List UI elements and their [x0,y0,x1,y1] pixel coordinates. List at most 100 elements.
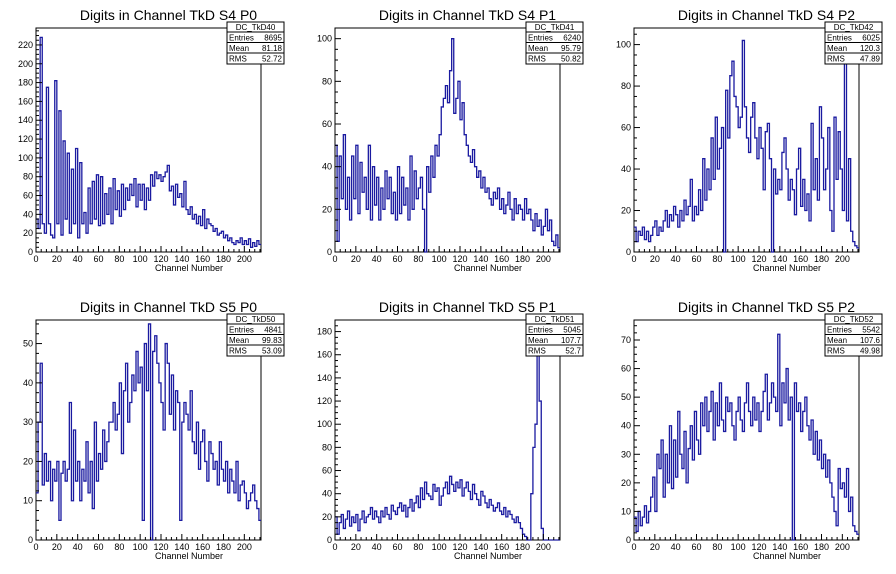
x-tick-label: 20 [351,542,361,552]
x-tick-label: 0 [631,542,636,552]
histogram-panel: Digits in Channel TkD S5 P20 20 40 60 80 100 1… [621,299,883,561]
stats-entries-label: Entries [528,326,553,335]
x-tick-label: 160 [494,542,509,552]
x-tick-label: 180 [216,254,231,264]
x-tick-label: 100 [731,254,746,264]
x-tick-label: 160 [195,254,210,264]
stats-mean-value: 107.6 [860,336,881,345]
y-tick-label: 0 [28,535,33,545]
x-tick-label: 120 [751,542,766,552]
stats-rms-label: RMS [528,55,546,64]
x-tick-label: 200 [835,542,850,552]
y-tick-label: 60 [23,191,33,201]
stats-entries-value: 5542 [862,326,880,335]
x-tick-label: 120 [452,542,467,552]
x-tick-label: 20 [52,542,62,552]
y-tick-label: 160 [317,350,332,360]
y-tick-label: 20 [621,478,631,488]
x-tick-label: 20 [650,254,660,264]
y-tick-label: 40 [322,162,332,172]
x-axis-label: Channel Number [753,551,821,561]
x-tick-label: 180 [515,542,530,552]
stats-rms-value: 49.98 [860,347,881,356]
x-axis-label: Channel Number [155,263,223,273]
stats-box: DC_TkD40 Entries 8695 Mean 81.18 RMS 52.72 [226,21,285,65]
plot-frame [35,27,262,253]
y-tick-label: 120 [317,396,332,406]
histogram-series-line [36,36,261,248]
y-tick-label: 40 [322,489,332,499]
x-tick-label: 100 [432,254,447,264]
x-tick-label: 60 [691,542,701,552]
x-tick-label: 60 [93,542,103,552]
stats-histogram-name: DC_TkD42 [834,23,874,32]
x-tick-label: 40 [671,542,681,552]
x-tick-label: 200 [536,254,551,264]
y-tick-label: 20 [23,228,33,238]
histogram-series-line [335,38,560,253]
y-tick-label: 20 [322,512,332,522]
stats-entries-label: Entries [827,34,852,43]
stats-box: DC_TkD52 Entries 5542 Mean 107.6 RMS 49.98 [824,313,883,357]
x-tick-label: 60 [93,254,103,264]
plot-frame [633,27,860,253]
stats-rms-value: 52.72 [262,55,283,64]
stats-histogram-name: DC_TkD51 [535,315,575,324]
histogram-series-line [634,333,859,541]
y-tick-label: 10 [23,496,33,506]
stats-rms-value: 50.82 [561,55,582,64]
y-tick-label: 30 [621,449,631,459]
stats-mean-value: 99.83 [262,336,283,345]
stats-mean-label: Mean [528,44,548,53]
x-tick-label: 80 [114,254,124,264]
chart-title: Digits in Channel TkD S4 P2 [678,7,855,23]
plot-frame [334,27,561,253]
x-tick-label: 200 [237,542,252,552]
stats-rms-label: RMS [229,55,247,64]
stats-mean-label: Mean [229,44,249,53]
x-tick-label: 80 [712,254,722,264]
stats-box: DC_TkD50 Entries 4841 Mean 99.83 RMS 53.09 [226,313,285,357]
y-tick-label: 0 [327,247,332,257]
plot-frame [35,319,262,541]
stats-rms-label: RMS [528,347,546,356]
y-tick-label: 200 [18,59,33,69]
stats-histogram-name: DC_TkD40 [236,23,276,32]
x-axis-label: Channel Number [454,263,522,273]
x-tick-label: 20 [650,542,660,552]
stats-entries-value: 8695 [264,34,282,43]
histogram-panel: Digits in Channel TkD S4 P0 0 20 40 60 80 100 1… [18,7,285,273]
histogram-series-line [36,323,261,541]
x-tick-label: 120 [452,254,467,264]
x-tick-label: 160 [793,254,808,264]
x-tick-label: 80 [114,542,124,552]
x-tick-label: 140 [473,254,488,264]
x-tick-label: 100 [432,542,447,552]
y-tick-label: 180 [317,327,332,337]
y-tick-label: 40 [621,164,631,174]
y-tick-label: 30 [23,417,33,427]
stats-rms-value: 52.7 [565,347,581,356]
y-tick-label: 20 [621,206,631,216]
x-tick-label: 60 [392,254,402,264]
stats-entries-label: Entries [229,326,254,335]
y-tick-label: 140 [317,373,332,383]
x-tick-label: 140 [174,254,189,264]
x-tick-label: 200 [835,254,850,264]
x-tick-label: 140 [772,254,787,264]
y-tick-label: 40 [23,209,33,219]
x-tick-label: 140 [772,542,787,552]
histogram-series-line [634,39,859,253]
stats-rms-value: 47.89 [860,55,881,64]
x-axis-label: Channel Number [454,551,522,561]
x-tick-label: 60 [392,542,402,552]
x-tick-label: 120 [153,254,168,264]
stats-mean-label: Mean [229,336,249,345]
x-tick-label: 40 [372,254,382,264]
stats-entries-value: 4841 [264,326,282,335]
stats-rms-label: RMS [827,55,845,64]
y-tick-label: 70 [621,335,631,345]
y-tick-label: 60 [322,119,332,129]
x-tick-label: 20 [351,254,361,264]
chart-title: Digits in Channel TkD S4 P1 [379,7,556,23]
